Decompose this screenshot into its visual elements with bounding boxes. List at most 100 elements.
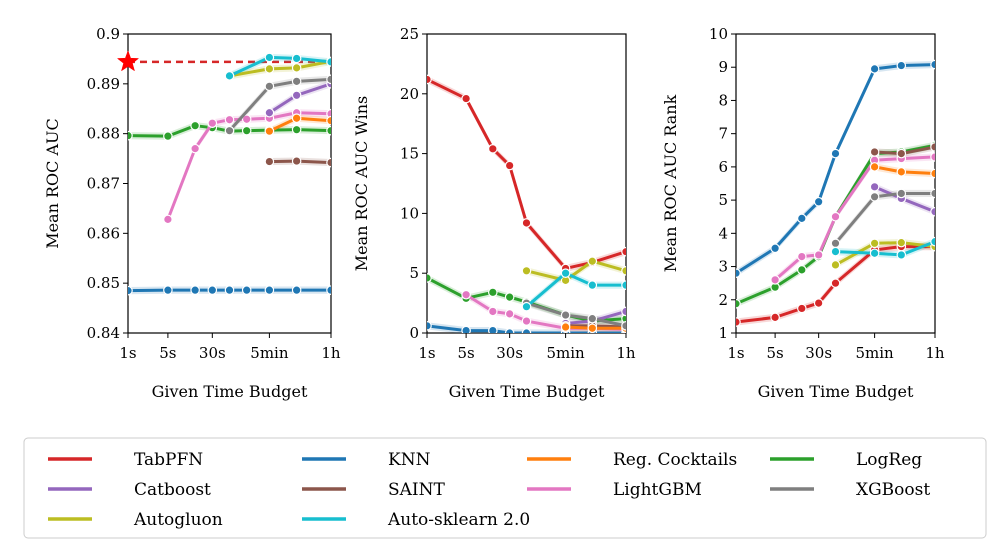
point-knn: [488, 325, 498, 333]
point-knn: [736, 268, 741, 278]
y-tick-label: 8: [718, 91, 728, 109]
point-autogluon: [621, 266, 626, 276]
point-knn: [241, 285, 252, 295]
x-tick-label: 30s: [805, 344, 832, 362]
series-autogluon: [521, 256, 626, 286]
series-auto-sklearn-2-0: [830, 236, 935, 260]
y-tick-label: 15: [400, 145, 419, 163]
point-auto-sklearn-2-0: [930, 236, 935, 247]
chart-panel-2: 0 5 10 15 20 25 1s 5s 30s 5min 1h Given Time Budget…: [352, 25, 636, 401]
point-tabpfn: [504, 160, 515, 171]
point-tabpfn: [770, 312, 780, 323]
series-xgboost: [224, 74, 331, 136]
point-reg-cocktails: [326, 115, 331, 126]
line-xgboost: [228, 77, 331, 132]
series-knn: [736, 59, 935, 278]
point-knn: [504, 328, 515, 333]
point-knn: [224, 285, 235, 295]
point-lightgbm: [163, 214, 173, 225]
point-logreg: [488, 287, 498, 298]
point-auto-sklearn-2-0: [224, 71, 235, 81]
x-tick-label: 5s: [457, 344, 474, 362]
y-tick-label: 25: [400, 25, 419, 43]
x-tick-label: 1s: [727, 344, 744, 362]
point-catboost: [264, 107, 275, 118]
point-xgboost: [560, 310, 571, 320]
point-xgboost: [869, 191, 880, 202]
y-axis-label: Mean ROC AUC Rank: [661, 94, 680, 272]
point-knn: [869, 64, 880, 74]
y-tick-label: 2: [718, 291, 728, 309]
legend-box: [23, 437, 987, 539]
point-saint: [326, 157, 331, 168]
y-tick-label: 5: [409, 264, 419, 282]
legend-entry-logreg: LogReg: [770, 450, 922, 470]
point-knn: [427, 321, 432, 331]
point-lightgbm: [521, 316, 532, 326]
point-knn: [813, 196, 824, 207]
plot-area: [128, 52, 331, 296]
point-logreg: [241, 125, 252, 136]
legend-label: LogReg: [856, 450, 922, 470]
line-xgboost: [834, 191, 935, 245]
y-tick-label: 0.87: [87, 175, 120, 193]
x-tick-label: 5s: [766, 344, 783, 362]
chart-panels: 0.84 0.85 0.86 0.87 0.88 0.89 0.9 1s 5s 30s 5min 1h…: [43, 25, 945, 401]
point-xgboost: [326, 74, 331, 85]
point-logreg: [797, 265, 807, 275]
point-catboost: [869, 182, 880, 192]
legend-entry-knn: KNN: [302, 450, 431, 470]
point-lightgbm: [461, 289, 471, 300]
legend-entry-lightgbm: LightGBM: [527, 480, 702, 500]
line-tabpfn: [427, 78, 626, 270]
point-lightgbm: [241, 114, 252, 125]
point-knn: [207, 285, 218, 295]
legend-label: Reg. Cocktails: [613, 450, 737, 470]
y-tick-label: 3: [718, 258, 728, 276]
series-auto-sklearn-2-0: [224, 52, 331, 81]
legend-entry-catboost: Catboost: [48, 480, 211, 500]
y-tick-label: 0.86: [87, 224, 120, 242]
legend-entry-tabpfn: TabPFN: [48, 450, 203, 470]
point-xgboost: [830, 238, 841, 249]
legend-entry-saint: SAINT: [302, 480, 446, 500]
point-autogluon: [291, 63, 302, 73]
point-xgboost: [291, 76, 302, 87]
plot-area: [427, 74, 626, 333]
y-tick-label: 0.84: [87, 324, 120, 342]
y-tick-label: 7: [718, 125, 728, 143]
point-reg-cocktails: [930, 168, 935, 179]
line-xgboost: [526, 301, 626, 328]
point-knn: [128, 285, 133, 296]
x-axis-label: Given Time Budget: [152, 382, 308, 401]
point-auto-sklearn-2-0: [587, 280, 598, 290]
point-knn: [830, 148, 841, 159]
y-tick-label: 0.85: [87, 274, 120, 292]
point-lightgbm: [488, 306, 498, 317]
x-tick-label: 5min: [546, 344, 585, 362]
legend-entry-autogluon: Autogluon: [48, 510, 223, 530]
point-reg-cocktails: [896, 167, 907, 177]
point-saint: [291, 156, 302, 166]
point-autogluon: [264, 64, 275, 74]
y-tick-label: 0: [409, 324, 419, 342]
point-knn: [326, 285, 331, 295]
band-tabpfn: [427, 75, 626, 273]
legend-label: KNN: [388, 450, 431, 470]
x-tick-label: 5min: [250, 344, 289, 362]
x-axis-label: Given Time Budget: [758, 382, 914, 401]
y-axis-label: Mean ROC AUC: [43, 118, 62, 249]
point-lightgbm: [813, 250, 824, 260]
point-knn: [461, 325, 471, 333]
point-logreg: [326, 125, 331, 136]
point-tabpfn: [830, 278, 841, 288]
x-tick-label: 1s: [418, 344, 435, 362]
point-auto-sklearn-2-0: [830, 246, 841, 257]
y-tick-label: 5: [718, 191, 728, 209]
point-lightgbm: [830, 211, 841, 222]
point-knn: [264, 285, 275, 295]
x-tick-label: 30s: [496, 344, 523, 362]
legend-label: SAINT: [388, 480, 446, 500]
series-auto-sklearn-2-0: [521, 268, 626, 312]
